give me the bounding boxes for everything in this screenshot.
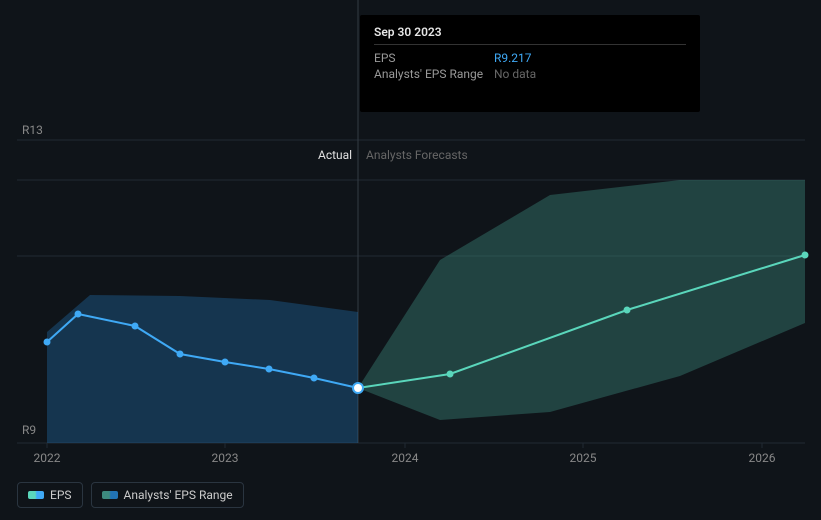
- tooltip-row: Analysts' EPS Range No data: [374, 66, 686, 82]
- tooltip-date: Sep 30 2023: [374, 25, 686, 45]
- legend-label: Analysts' EPS Range: [124, 488, 233, 502]
- x-axis-label: 2026: [749, 451, 776, 465]
- y-axis-label: R13: [22, 123, 43, 137]
- eps-chart: Sep 30 2023 EPS R9.217 Analysts' EPS Ran…: [0, 0, 821, 520]
- y-axis-label: R9: [22, 423, 36, 437]
- chart-tooltip: Sep 30 2023 EPS R9.217 Analysts' EPS Ran…: [360, 15, 700, 112]
- x-axis-label: 2025: [570, 451, 597, 465]
- legend-marker-icon: [102, 491, 118, 499]
- chart-legend: EPS Analysts' EPS Range: [17, 482, 244, 508]
- tooltip-row: EPS R9.217: [374, 50, 686, 66]
- x-axis-label: 2022: [34, 451, 61, 465]
- legend-item-eps[interactable]: EPS: [17, 482, 83, 508]
- tooltip-value: R9.217: [494, 51, 532, 65]
- tooltip-value: No data: [494, 67, 536, 81]
- legend-label: EPS: [50, 488, 72, 502]
- legend-marker-icon: [28, 491, 44, 499]
- actual-section-label: Actual: [318, 148, 352, 162]
- x-axis-label: 2023: [212, 451, 239, 465]
- forecasts-section-label: Analysts Forecasts: [366, 148, 468, 162]
- tooltip-label: Analysts' EPS Range: [374, 67, 494, 81]
- x-axis-label: 2024: [392, 451, 419, 465]
- legend-item-range[interactable]: Analysts' EPS Range: [91, 482, 244, 508]
- tooltip-label: EPS: [374, 51, 494, 65]
